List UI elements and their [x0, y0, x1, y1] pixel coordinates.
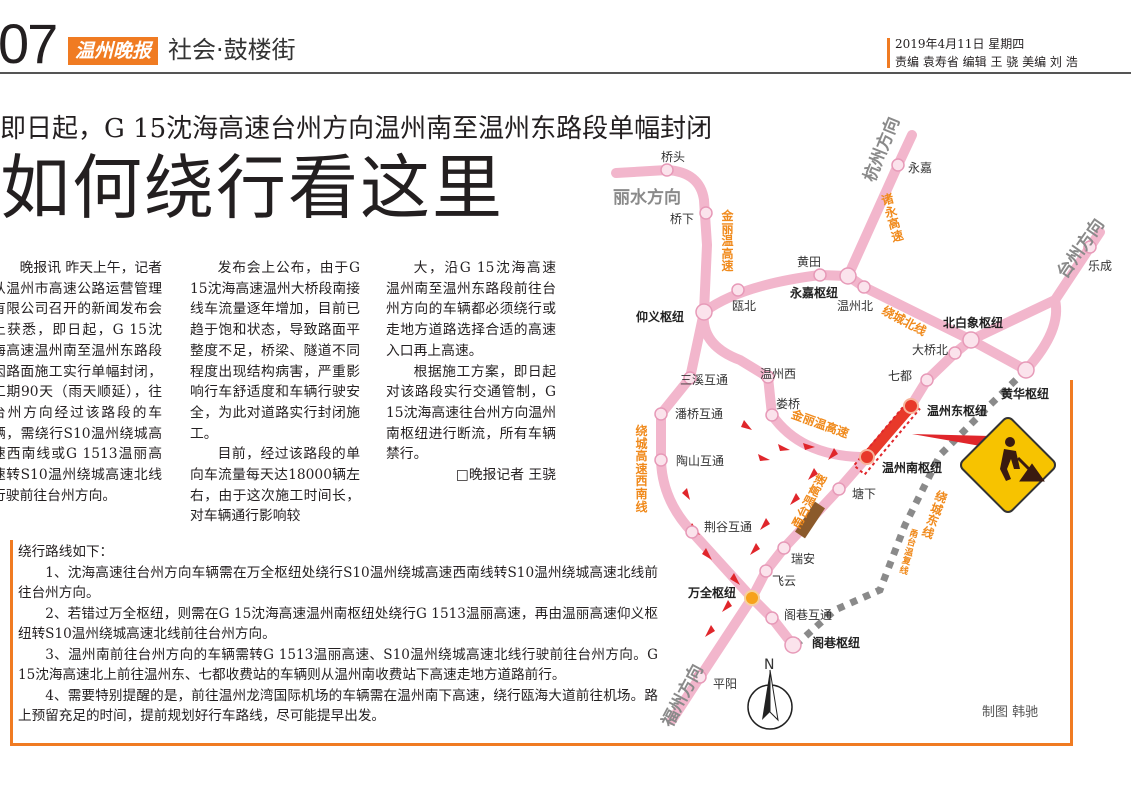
station-daqiaobei: 大桥北	[912, 343, 949, 357]
station-jinggu: 荆谷互通	[704, 520, 753, 534]
byline: □晚报记者 王骁	[455, 467, 556, 484]
station-qidu: 七都	[888, 369, 913, 383]
junction-wenzhounan-node	[859, 449, 875, 465]
station-nodes	[654, 158, 1097, 684]
route-item: 4、需要特别提醒的是，前往温州龙湾国际机场的车辆需在温州南下高速，绕行瓯海大道前…	[18, 687, 658, 725]
station-feiyun: 飞云	[772, 574, 797, 588]
paragraph: 晚报讯 昨天上午，记者从温州市高速公路运营管理有限公司召开的新闻发布会上获悉，即…	[0, 260, 162, 504]
headline-title: 如何绕行看这里	[0, 147, 504, 229]
station-yongjia: 永嘉	[908, 161, 933, 175]
headline-kicker: 即日起，G 15沈海高速台州方向温州南至温州东路段单幅封闭	[0, 114, 713, 144]
junction-huanghua: 黄华枢纽	[1001, 387, 1050, 401]
article-column-1: 晚报讯 昨天上午，记者从温州市高速公路运营管理有限公司召开的新闻发布会上获悉，即…	[0, 258, 162, 506]
station-huangtian: 黄田	[797, 255, 822, 269]
routes-title: 绕行路线如下：	[18, 544, 114, 560]
box-border-bottom	[10, 743, 1073, 746]
junction-wenzhoudong: 温州东枢纽	[927, 404, 988, 418]
station-yuecheng: 乐成	[1088, 259, 1113, 273]
station-sanxi: 三溪互通	[680, 373, 729, 387]
article-column-2: 发布会上公布，由于G 15沈海高速温州大桥段南接线车流量逐年增加，目前已趋于饱和…	[190, 258, 360, 527]
station-ruian: 瑞安	[791, 552, 816, 566]
highway-raocheng-southwest: 绕城高速西南线	[635, 424, 648, 514]
junction-wenzhounan: 温州南枢纽	[882, 461, 943, 475]
route-item: 3、温州南前往台州方向的车辆需转G 1513温丽高速、S10温州绕城高速北线行驶…	[18, 646, 658, 684]
junction-wenzhoudong-node	[903, 398, 919, 414]
station-taoshan: 陶山互通	[676, 454, 725, 468]
paragraph: 大，沿G 15沈海高速温州南至温州东路段前往台州方向的车辆都必须绕行或走地方道路…	[386, 260, 556, 359]
paragraph: 根据施工方案，即日起对该路段实行交通管制，G 15沈海高速往台州方向温州南枢纽进…	[386, 363, 556, 463]
station-louqiao: 娄桥	[776, 397, 801, 411]
closed-segment	[861, 400, 917, 463]
issue-date: 2019年4月11日 星期四	[895, 37, 1025, 51]
paragraph: 目前，经过该路段的单向车流量每天达18000辆左右，由于这次施工时间长，对车辆通…	[190, 446, 360, 525]
editor-credits: 责编 袁寿省 编辑 王 骁 美编 刘 浩	[895, 55, 1078, 69]
station-pingyang: 平阳	[713, 677, 738, 691]
detour-routes: 绕行路线如下： 1、沈海高速往台州方向车辆需在万全枢纽处绕行S10温州绕城高速西…	[18, 542, 658, 727]
junction-yangyi: 仰义枢纽	[636, 310, 685, 324]
station-wenzhoubei: 温州北	[837, 299, 874, 313]
station-panqiao: 潘桥互通	[675, 407, 724, 421]
junction-wanquan: 万全枢纽	[688, 586, 737, 600]
station-qiaotou: 桥头	[661, 150, 686, 164]
station-oubei: 瓯北	[732, 299, 757, 313]
paragraph: 发布会上公布，由于G 15沈海高速温州大桥段南接线车流量逐年增加，目前已趋于饱和…	[190, 260, 360, 442]
highway-jinliwen: 金丽温高速	[721, 209, 734, 274]
box-border-right	[1070, 380, 1073, 746]
road-taizhou-branch	[1021, 295, 1062, 375]
compass-icon	[747, 669, 793, 730]
route-item: 1、沈海高速往台州方向车辆需在万全枢纽处绕行S10温州绕城高速西南线转S10温州…	[18, 564, 658, 602]
page-number: 07	[0, 12, 58, 75]
section-title: 社会·鼓楼街	[168, 36, 296, 64]
road-g15-north	[906, 335, 976, 411]
box-border-left	[10, 540, 13, 746]
road-raocheng-east-planned	[787, 367, 1029, 653]
junction-yongjia: 永嘉枢纽	[790, 286, 839, 300]
header-rule	[0, 72, 1131, 74]
compass-north-label: N	[764, 657, 775, 673]
pointer	[912, 434, 992, 448]
route-item: 2、若错过万全枢纽，则需在G 15沈海高速温州南枢纽处绕行G 1513温丽高速，…	[18, 605, 658, 643]
tunnel-segment	[795, 501, 825, 539]
station-qiaoxia: 桥下	[670, 212, 695, 226]
road-work-sign-icon	[959, 416, 1057, 514]
accent-bar	[887, 38, 890, 68]
map-credit: 制图 韩驰	[982, 705, 1039, 720]
article-column-3: 大，沿G 15沈海高速温州南至温州东路段前往台州方向的车辆都必须绕行或走地方道路…	[386, 258, 556, 486]
newspaper-logo: 温州晚报	[68, 37, 158, 65]
junction-beibaixiang: 北白象枢纽	[943, 316, 1004, 330]
station-tangxia: 塘下	[852, 487, 877, 501]
junction-wanquan-node	[744, 590, 760, 606]
junction-gexiang: 阁巷枢纽	[812, 636, 861, 650]
station-wenzhouxi: 温州西	[760, 367, 797, 381]
direction-lishui: 丽水方向	[613, 188, 681, 208]
station-gexiang-interchange: 阁巷互通	[784, 608, 833, 622]
